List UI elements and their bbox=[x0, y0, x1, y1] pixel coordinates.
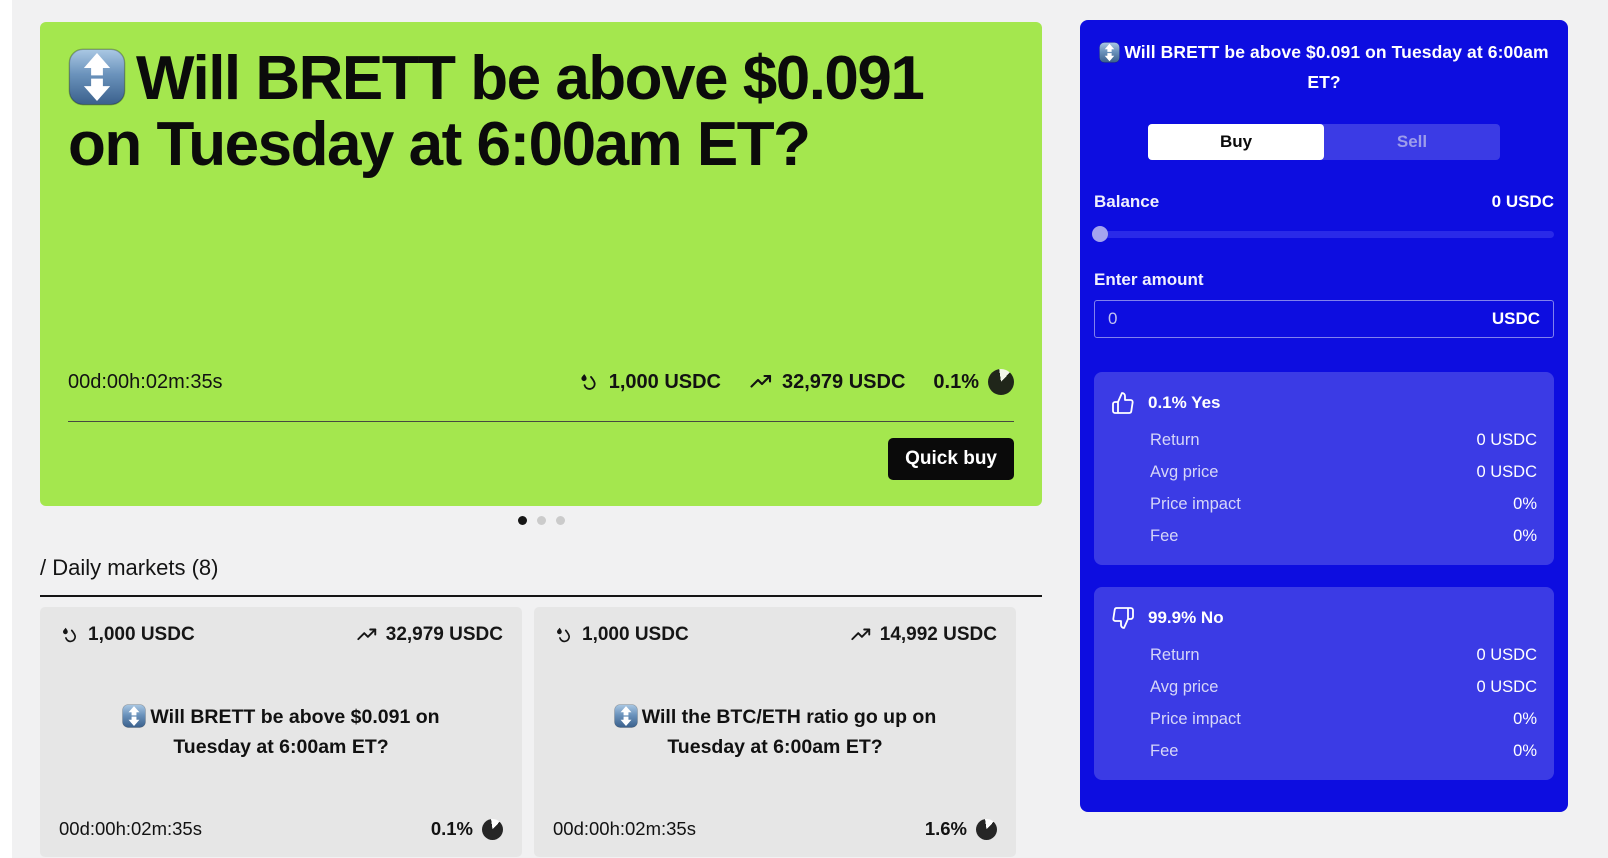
pie-chart-icon bbox=[976, 818, 997, 840]
no-outcome-card[interactable]: 99.9% No Return 0 USDC Avg price 0 USDC Pr… bbox=[1094, 586, 1554, 780]
chance-stat: 1.6% bbox=[925, 818, 997, 840]
outcome-row: Price impact 0% bbox=[1150, 709, 1537, 728]
liquidity-stat: 1,000 USDC bbox=[59, 624, 195, 646]
trending-up-icon bbox=[850, 624, 872, 646]
slider-track[interactable] bbox=[1094, 230, 1554, 238]
divider bbox=[68, 421, 1014, 422]
slider-knob[interactable] bbox=[1092, 225, 1108, 242]
up-down-arrow-icon bbox=[614, 704, 638, 728]
liquidity-stat: 1,000 USDC bbox=[553, 624, 689, 646]
pie-chart-icon bbox=[988, 369, 1014, 395]
chance-value: 0.1% bbox=[933, 370, 979, 393]
liquidity-value: 1,000 USDC bbox=[608, 370, 721, 393]
market-card[interactable]: 1,000 USDC 32,979 USDC Will BRETT be abo… bbox=[40, 607, 522, 857]
up-down-arrow-icon bbox=[1099, 42, 1120, 63]
trade-panel-title: Will BRETT be above $0.091 on Tuesday at… bbox=[1094, 38, 1554, 98]
carousel-dot[interactable] bbox=[536, 516, 546, 525]
carousel-dot[interactable] bbox=[555, 516, 565, 525]
outcome-row: Price impact 0% bbox=[1150, 494, 1537, 513]
market-title: Will the BTC/ETH ratio go up on Tuesday … bbox=[553, 702, 997, 762]
chance-stat: 0.1% bbox=[431, 818, 503, 840]
outcome-row: Avg price 0 USDC bbox=[1150, 677, 1537, 696]
volume-value: 32,979 USDC bbox=[385, 624, 503, 645]
page-gutter bbox=[0, 0, 12, 858]
countdown-timer: 00d:00h:02m:35s bbox=[553, 818, 696, 839]
featured-market-card[interactable]: Will BRETT be above $0.091 on Tuesday at… bbox=[40, 22, 1042, 506]
outcome-row: Return 0 USDC bbox=[1150, 430, 1537, 449]
thumbs-up-icon bbox=[1111, 391, 1135, 415]
chance-value: 0.1% bbox=[430, 818, 473, 839]
droplets-icon bbox=[553, 625, 574, 646]
sell-tab[interactable]: Sell bbox=[1324, 124, 1500, 160]
trade-panel: Will BRETT be above $0.091 on Tuesday at… bbox=[1080, 20, 1568, 812]
featured-market-stats: 00d:00h:02m:35s 1,000 USDC 32,979 USDC 0… bbox=[68, 369, 1014, 395]
volume-stat: 14,992 USDC bbox=[850, 624, 997, 646]
droplets-icon bbox=[59, 625, 80, 646]
yes-outcome-card[interactable]: 0.1% Yes Return 0 USDC Avg price 0 USDC Pr… bbox=[1094, 371, 1554, 565]
buy-sell-toggle: Buy Sell bbox=[1148, 123, 1500, 160]
amount-currency-label: USDC bbox=[1491, 308, 1540, 328]
up-down-arrow-icon bbox=[122, 704, 146, 728]
countdown-timer: 00d:00h:02m:35s bbox=[59, 818, 202, 839]
up-down-arrow-icon bbox=[68, 48, 126, 106]
amount-slider[interactable] bbox=[1092, 225, 1554, 242]
outcome-row: Fee 0% bbox=[1150, 741, 1537, 760]
amount-label: Enter amount bbox=[1094, 269, 1204, 289]
carousel-dots bbox=[40, 516, 1042, 525]
chance-stat: 0.1% bbox=[933, 369, 1014, 395]
market-card-list: 1,000 USDC 32,979 USDC Will BRETT be abo… bbox=[40, 607, 1042, 857]
balance-value: 0 USDC bbox=[1491, 191, 1554, 211]
volume-stat: 32,979 USDC bbox=[356, 624, 503, 646]
droplets-icon bbox=[577, 371, 600, 394]
quick-buy-button[interactable]: Quick buy bbox=[888, 438, 1014, 480]
balance-row: Balance 0 USDC bbox=[1094, 192, 1554, 212]
liquidity-value: 1,000 USDC bbox=[582, 624, 689, 645]
market-card[interactable]: 1,000 USDC 14,992 USDC Will the BTC/ETH … bbox=[534, 607, 1016, 857]
volume-value: 32,979 USDC bbox=[782, 370, 906, 393]
amount-input[interactable] bbox=[1108, 308, 1428, 329]
main-column: Will BRETT be above $0.091 on Tuesday at… bbox=[40, 22, 1042, 857]
daily-markets-heading: / Daily markets (8) bbox=[40, 555, 1042, 597]
trending-up-icon bbox=[749, 370, 773, 394]
volume-stat: 32,979 USDC bbox=[749, 370, 905, 394]
buy-tab[interactable]: Buy bbox=[1148, 123, 1324, 160]
countdown-timer: 00d:00h:02m:35s bbox=[68, 370, 223, 393]
market-title: Will BRETT be above $0.091 on Tuesday at… bbox=[59, 702, 503, 762]
pie-chart-icon bbox=[482, 818, 503, 840]
liquidity-stat: 1,000 USDC bbox=[577, 371, 721, 394]
trending-up-icon bbox=[356, 624, 378, 646]
outcome-row: Return 0 USDC bbox=[1150, 645, 1537, 664]
outcome-row: Avg price 0 USDC bbox=[1150, 462, 1537, 481]
outcome-row: Fee 0% bbox=[1150, 526, 1537, 545]
carousel-dot[interactable] bbox=[517, 516, 527, 525]
liquidity-value: 1,000 USDC bbox=[88, 624, 195, 645]
chance-value: 1.6% bbox=[924, 818, 967, 839]
amount-input-box[interactable]: USDC bbox=[1094, 299, 1554, 338]
thumbs-down-icon bbox=[1111, 606, 1135, 630]
balance-label: Balance bbox=[1094, 191, 1160, 211]
no-outcome-header: 99.9% No bbox=[1148, 607, 1224, 627]
volume-value: 14,992 USDC bbox=[879, 624, 997, 645]
featured-market-title: Will BRETT be above $0.091 on Tuesday at… bbox=[68, 44, 925, 179]
yes-outcome-header: 0.1% Yes bbox=[1148, 392, 1221, 412]
